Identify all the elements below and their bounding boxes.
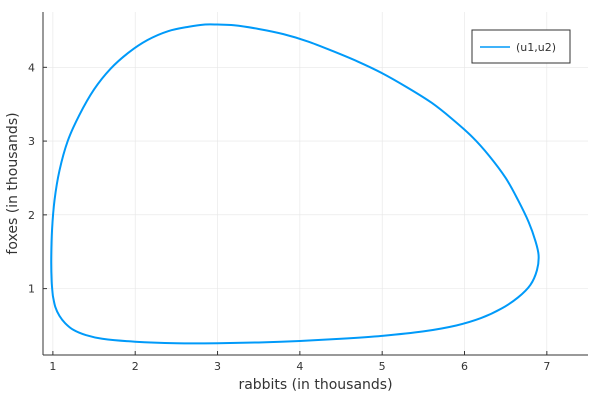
grid <box>43 12 588 355</box>
y-tick-label: 4 <box>28 61 35 74</box>
x-tick-label: 1 <box>49 360 56 373</box>
series-layer <box>50 23 540 345</box>
series-line-0 <box>50 23 540 345</box>
x-tick-label: 7 <box>543 360 550 373</box>
x-tick-label: 6 <box>461 360 468 373</box>
legend: (u1,u2) <box>471 29 571 64</box>
y-axis-title: foxes (in thousands) <box>5 112 21 254</box>
y-tick-label: 2 <box>28 209 35 222</box>
x-axis-title: rabbits (in thousands) <box>238 377 392 393</box>
legend-label: (u1,u2) <box>516 41 556 54</box>
x-tick-label: 3 <box>214 360 221 373</box>
y-tick-label: 3 <box>28 135 35 148</box>
x-tick-label: 2 <box>132 360 139 373</box>
y-tick-label: 1 <box>28 283 35 296</box>
tick-labels: 1 2 3 4 5 6 7 1 2 3 4 <box>28 61 550 373</box>
x-tick-label: 4 <box>296 360 303 373</box>
x-tick-label: 5 <box>379 360 386 373</box>
axes <box>42 12 588 356</box>
